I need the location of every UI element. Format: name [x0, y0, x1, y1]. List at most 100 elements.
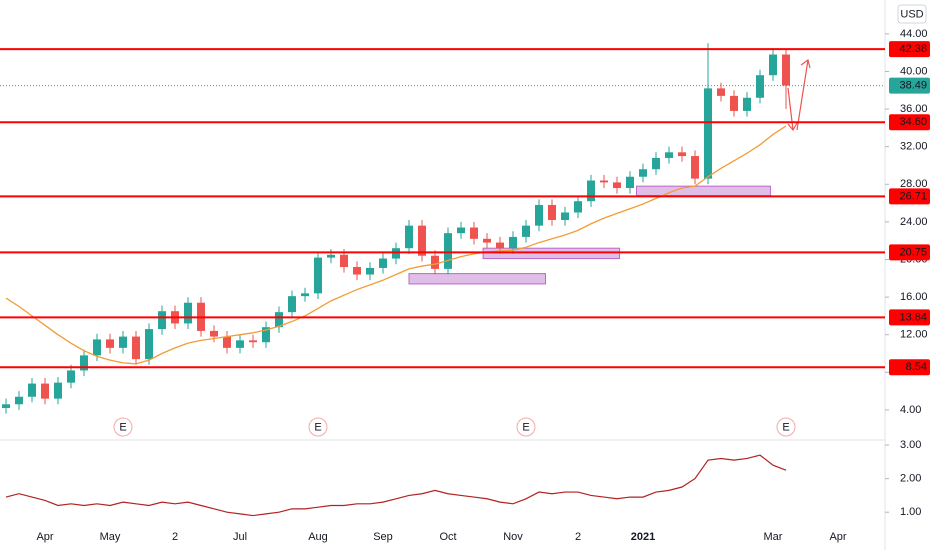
- candle-body: [769, 54, 777, 76]
- x-tick-label: 2: [575, 531, 581, 543]
- earnings-marker[interactable]: [113, 417, 133, 437]
- candle-body: [756, 75, 764, 98]
- x-tick-label: May: [100, 531, 121, 543]
- candle-body: [509, 236, 517, 249]
- candle-body: [405, 225, 413, 249]
- candle-body: [236, 340, 244, 348]
- zone: [636, 185, 771, 197]
- candle-body: [158, 311, 166, 330]
- x-tick-label: Apr: [36, 531, 53, 543]
- level-label-box: [889, 244, 930, 261]
- candle-body: [184, 302, 192, 324]
- candle-body: [2, 404, 10, 409]
- candle-body: [106, 339, 114, 348]
- x-tick-label: Oct: [439, 531, 456, 543]
- x-tick-label: Mar: [764, 531, 783, 543]
- y-tick-label: 2.00: [900, 473, 921, 485]
- candle-body: [704, 88, 712, 179]
- x-tick-label: Jul: [233, 531, 247, 543]
- level-label: 20.75: [899, 246, 927, 258]
- earnings-marker[interactable]: [516, 417, 536, 437]
- candle-body: [522, 225, 530, 237]
- candle-body: [574, 201, 582, 213]
- candle-body: [340, 254, 348, 268]
- candle-body: [730, 95, 738, 111]
- earnings-label: E: [522, 421, 529, 433]
- candle-body: [366, 267, 374, 275]
- candle-body: [67, 370, 75, 383]
- currency: USD: [900, 8, 923, 20]
- y-tick-label: 44.00: [900, 28, 928, 40]
- y-tick-label: 12.00: [900, 329, 928, 341]
- candle-body: [457, 227, 465, 234]
- candle-body: [41, 383, 49, 399]
- candle-body: [613, 182, 621, 189]
- indicator-line: [5, 454, 787, 517]
- x-tick-label: Apr: [829, 531, 846, 543]
- last-price-box: [889, 77, 930, 94]
- level-label-box: [889, 41, 930, 58]
- level-label: 8.54: [906, 361, 927, 373]
- y-tick-label: 4.00: [900, 404, 921, 416]
- earnings-label: E: [119, 421, 126, 433]
- y-tick-label: 3.00: [900, 439, 921, 451]
- y-tick-label: 32.00: [900, 141, 928, 153]
- y-tick-label: 36.00: [900, 103, 928, 115]
- candle-body: [665, 152, 673, 158]
- zone: [408, 273, 546, 285]
- candle-body: [210, 330, 218, 337]
- candle-body: [587, 180, 595, 202]
- x-tick-label: 2: [172, 531, 178, 543]
- candle-body: [223, 336, 231, 348]
- candle-body: [288, 296, 296, 313]
- candle-body: [652, 157, 660, 170]
- level-label: 34.60: [899, 116, 927, 128]
- y-tick-label: 40.00: [900, 65, 928, 77]
- earnings-label: E: [782, 421, 789, 433]
- y-tick-label: 28.00: [900, 178, 928, 190]
- candle-body: [249, 340, 257, 343]
- y-tick-label: 16.00: [900, 291, 928, 303]
- earnings-label: E: [314, 421, 321, 433]
- candle-body: [119, 336, 127, 348]
- candle-body: [93, 339, 101, 356]
- level-label-box: [889, 309, 930, 326]
- candle-body: [262, 327, 270, 343]
- arrow-up: [796, 58, 811, 131]
- candle-body: [15, 396, 23, 405]
- level-label-box: [889, 188, 930, 205]
- candle-body: [379, 258, 387, 268]
- candle-body: [561, 212, 569, 220]
- candle-body: [132, 336, 140, 360]
- candle-body: [678, 152, 686, 157]
- candle-body: [483, 238, 491, 243]
- x-tick-label: 2021: [631, 531, 655, 543]
- candle-body: [431, 255, 439, 269]
- level-label: 26.71: [899, 190, 927, 202]
- candle-body: [275, 312, 283, 328]
- earnings-marker[interactable]: [776, 417, 796, 437]
- candle-body: [54, 382, 62, 399]
- level-label: 13.84: [899, 311, 927, 323]
- candle-body: [743, 97, 751, 111]
- level-label-box: [889, 114, 930, 131]
- candle-body: [353, 267, 361, 275]
- earnings-marker[interactable]: [308, 417, 328, 437]
- candle-body: [145, 329, 153, 360]
- candle-body: [626, 176, 634, 189]
- candle-body: [470, 227, 478, 239]
- currency-box[interactable]: [897, 4, 927, 24]
- moving-average: [5, 125, 787, 365]
- candle-body: [444, 233, 452, 269]
- candle-body: [535, 204, 543, 226]
- last-price-label: 38.49: [899, 80, 927, 92]
- candle-body: [600, 180, 608, 183]
- y-tick-label: 24.00: [900, 216, 928, 228]
- level-label: 42.38: [899, 43, 927, 55]
- candle-body: [639, 169, 647, 177]
- candle-body: [80, 355, 88, 371]
- candle-body: [327, 254, 335, 258]
- candle-body: [418, 225, 426, 256]
